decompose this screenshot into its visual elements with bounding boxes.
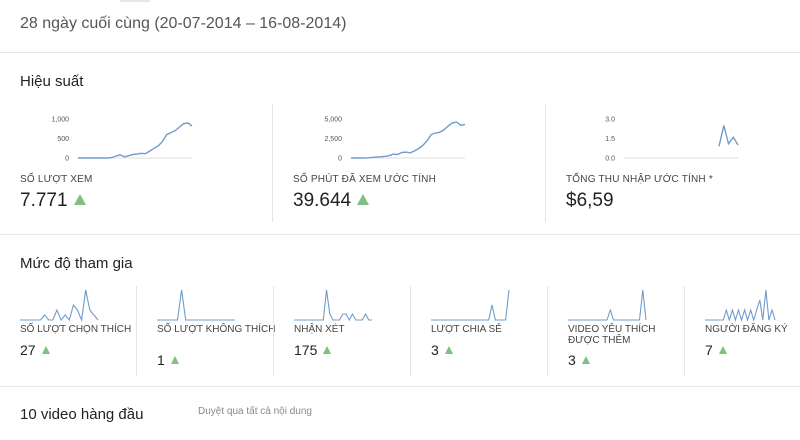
dislikes-sparkline <box>157 289 235 321</box>
axis-tick-label: 3.0 <box>605 117 615 124</box>
series-line <box>157 289 235 321</box>
series-line <box>351 121 466 159</box>
divider <box>0 386 800 387</box>
metric-value: 175 <box>294 342 332 358</box>
performance-title: Hiệu suất <box>20 73 84 90</box>
revenue-sparkline: 3.0 1.5 0.0 <box>605 117 739 163</box>
metric-label: SỐ LƯỢT KHÔNG THÍCH <box>157 324 276 335</box>
metric-value: 27 <box>20 342 50 358</box>
metric-label: NHẬN XÉT <box>294 324 345 335</box>
metric-views[interactable]: 1,000 500 0 SỐ LƯỢT XEM 7.771 <box>20 104 260 224</box>
column-divider <box>545 104 546 222</box>
axis-tick-label: 0.0 <box>605 156 615 163</box>
series-line <box>568 289 647 321</box>
trend-up-icon <box>73 194 86 205</box>
subscribers-sparkline <box>705 289 776 322</box>
metric-label: NGƯỜI ĐĂNG KÝ <box>705 324 788 335</box>
header-fragment <box>20 0 150 4</box>
shares-sparkline <box>431 289 510 321</box>
metric-label: TỔNG THU NHẬP ƯỚC TÍNH * <box>566 174 713 185</box>
metric-watch-minutes[interactable]: 5,000 2,500 0 SỐ PHÚT ĐÃ XEM ƯỚC TÍNH 39.6… <box>293 104 533 224</box>
trend-up-icon <box>170 356 179 364</box>
trend-up-icon <box>323 346 332 354</box>
column-divider <box>410 286 411 376</box>
views-sparkline: 1,000 500 0 <box>51 117 193 163</box>
metric-value: 3 <box>568 352 590 368</box>
metric-label: SỐ PHÚT ĐÃ XEM ƯỚC TÍNH <box>293 174 437 185</box>
metric-favorites[interactable]: VIDEO YÊU THÍCH ĐƯỢC THÊM 3 <box>568 286 686 376</box>
date-range: 28 ngày cuối cùng (20-07-2014 – 16-08-20… <box>20 15 347 32</box>
favorites-sparkline <box>568 289 647 321</box>
series-line <box>20 289 99 322</box>
metric-value: 7.771 <box>20 190 86 212</box>
column-divider <box>272 104 273 222</box>
metric-label: SỐ LƯỢT CHỌN THÍCH <box>20 324 132 335</box>
metric-value: 1 <box>157 352 179 368</box>
column-divider <box>547 286 548 376</box>
likes-sparkline <box>20 289 99 322</box>
series-line <box>705 289 776 322</box>
metric-value: 3 <box>431 342 453 358</box>
divider <box>0 52 800 53</box>
column-divider <box>136 286 137 376</box>
metric-value: 39.644 <box>293 190 370 212</box>
trend-up-icon <box>444 346 453 354</box>
divider <box>0 234 800 235</box>
column-divider <box>273 286 274 376</box>
trend-up-icon <box>581 356 590 364</box>
watch-minutes-sparkline: 5,000 2,500 0 <box>324 117 466 163</box>
browse-all-content-link[interactable]: Duyệt qua tất cả nội dung <box>198 406 312 417</box>
top-videos-title: 10 video hàng đầu <box>20 406 144 423</box>
engagement-title: Mức độ tham gia <box>20 255 133 272</box>
trend-up-icon <box>718 346 727 354</box>
metric-value: $6,59 <box>566 190 614 211</box>
series-line <box>431 289 510 321</box>
metric-label: VIDEO YÊU THÍCH ĐƯỢC THÊM <box>568 324 656 346</box>
metric-label: SỐ LƯỢT XEM <box>20 174 93 185</box>
metric-revenue[interactable]: 3.0 1.5 0.0 TỔNG THU NHẬP ƯỚC TÍNH * $6,59 <box>566 104 786 224</box>
axis-tick-label: 1,000 <box>51 117 69 124</box>
metric-subscribers[interactable]: NGƯỜI ĐĂNG KÝ 7 <box>705 286 800 376</box>
trend-up-icon <box>41 346 50 354</box>
metric-value: 7 <box>705 342 727 358</box>
axis-tick-label: 5,000 <box>324 117 342 124</box>
metric-label: LƯỢT CHIA SẺ <box>431 324 502 335</box>
metric-dislikes[interactable]: SỐ LƯỢT KHÔNG THÍCH 1 <box>157 286 275 376</box>
metric-shares[interactable]: LƯỢT CHIA SẺ 3 <box>431 286 549 376</box>
trend-up-icon <box>357 194 370 205</box>
metric-likes[interactable]: SỐ LƯỢT CHỌN THÍCH 27 <box>20 286 138 376</box>
series-line <box>294 289 372 322</box>
metric-comments[interactable]: NHẬN XÉT 175 <box>294 286 412 376</box>
axis-tick-label: 0 <box>338 156 342 163</box>
series-line <box>718 125 739 147</box>
series-line <box>78 122 193 159</box>
axis-tick-label: 2,500 <box>324 136 342 143</box>
axis-tick-label: 0 <box>65 156 69 163</box>
axis-tick-label: 1.5 <box>605 136 615 143</box>
column-divider <box>684 286 685 376</box>
axis-tick-label: 500 <box>57 136 69 143</box>
comments-sparkline <box>294 289 372 322</box>
